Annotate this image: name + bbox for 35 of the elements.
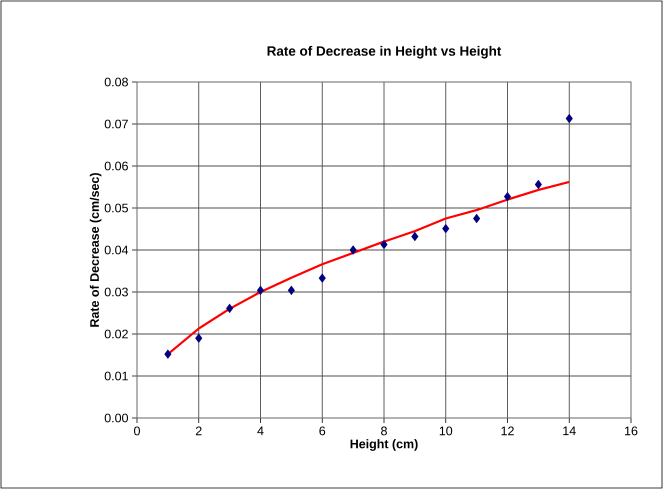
point: [380, 240, 388, 250]
point: [442, 224, 450, 234]
point: [350, 245, 357, 255]
x-tick-label: 10: [440, 426, 452, 436]
chart-title: Rate of Decrease in Height vs Height: [268, 46, 502, 58]
y-tick-label: 0.00: [104, 414, 128, 422]
x-tick-label: 4: [257, 426, 264, 436]
y-tick-label: 0.08: [104, 78, 128, 86]
x-tick-label: 0: [134, 426, 140, 436]
y-tick-label: 0.04: [104, 246, 128, 254]
point: [411, 232, 418, 242]
point: [534, 180, 542, 190]
point: [566, 114, 573, 124]
x-axis-title: Height (cm): [350, 439, 418, 451]
y-tick-label: 0.05: [104, 204, 128, 212]
point: [473, 214, 480, 224]
y-tick-label: 0.06: [104, 162, 128, 170]
y-tick-label: 0.03: [104, 288, 128, 296]
point: [504, 192, 512, 202]
x-tick-label: 2: [196, 426, 202, 436]
point: [256, 286, 264, 296]
y-tick-label: 0.07: [104, 120, 128, 128]
point: [318, 273, 326, 283]
point: [195, 334, 202, 343]
x-tick-label: 14: [563, 426, 576, 436]
y-tick-label: 0.01: [104, 372, 128, 380]
x-tick-label: 6: [319, 426, 326, 436]
y-tick-label: 0.02: [104, 330, 128, 338]
x-tick-label: 12: [502, 426, 514, 436]
point: [226, 304, 234, 314]
x-tick-label: 8: [381, 426, 387, 436]
point: [164, 349, 172, 359]
x-tick-label: 16: [625, 426, 638, 436]
point: [288, 286, 295, 296]
y-axis-title: Rate of Decrease (cm/sec): [90, 173, 102, 327]
